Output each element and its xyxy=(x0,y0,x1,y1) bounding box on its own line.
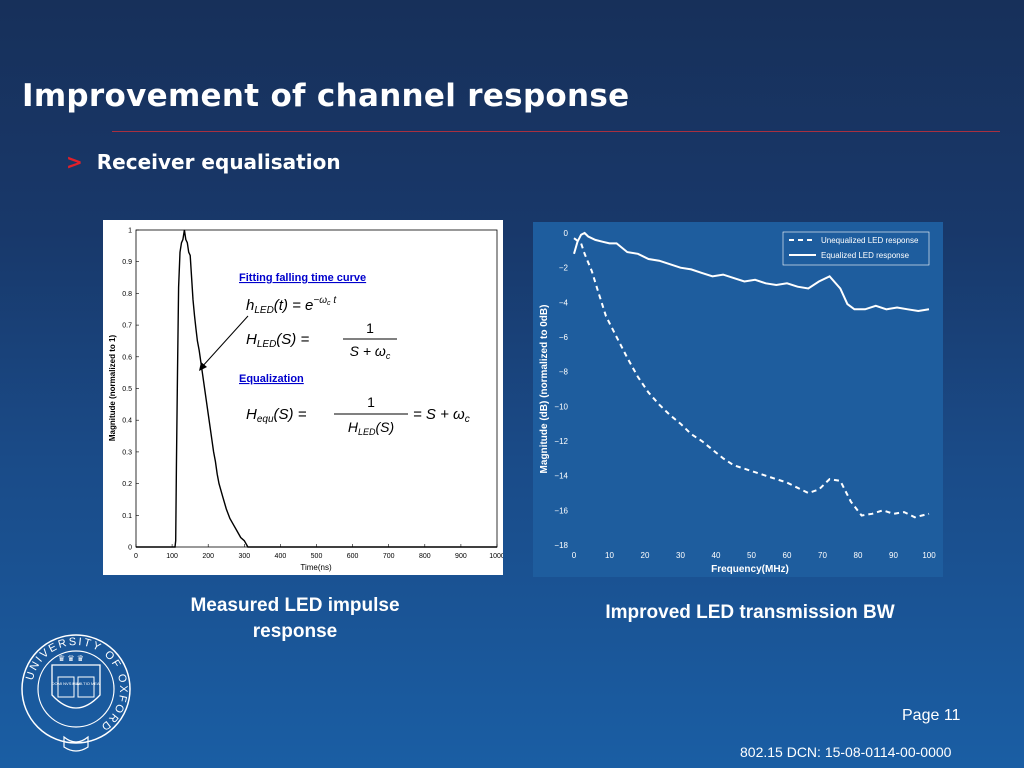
y-tick-label: 0.4 xyxy=(122,418,132,425)
oxford-crest: UNIVERSITY OF OXFORD ♛ ♛ ♛ DOMI NVS ILLV… xyxy=(21,634,131,752)
y-tick-label: 0.7 xyxy=(122,323,132,330)
x-tick-label: 0 xyxy=(134,553,138,560)
slide-title: Improvement of channel response xyxy=(22,78,630,114)
y-tick-label: −10 xyxy=(554,402,568,411)
frequency-response-chart: 0 10 20 30 40 50 60 70 80 90 100 0 −2 −4 −6 −8 −10 −12 −14… xyxy=(533,222,943,582)
x-axis-label: Frequency(MHz) xyxy=(711,564,789,575)
y-tick-label: −14 xyxy=(554,472,568,481)
x-tick-label: 100 xyxy=(166,553,178,560)
page-number: Page 11 xyxy=(902,707,961,724)
plot-area xyxy=(135,229,498,548)
y-tick-label: −18 xyxy=(554,541,568,550)
bullet-point: > Receiver equalisation xyxy=(66,150,341,174)
annotation-arrow-line xyxy=(200,315,249,369)
bullet-marker: > xyxy=(66,150,83,174)
legend: Unequalized LED response Equalized LED r… xyxy=(782,231,930,266)
y-tick-label: 0 xyxy=(564,229,569,238)
x-tick-label: 30 xyxy=(676,551,685,560)
y-tick-label: −8 xyxy=(559,368,569,377)
book-text-right: MINA TIO MEA xyxy=(72,681,100,686)
bullet-text: Receiver equalisation xyxy=(96,150,341,174)
y-tick-label: 0.8 xyxy=(122,291,132,298)
y-tick-label: 1 xyxy=(128,228,132,235)
y-tick-label: −4 xyxy=(559,298,569,307)
figure-background xyxy=(533,222,943,577)
caption-transmission-bw: Improved LED transmission BW xyxy=(605,602,895,623)
impulse-response-svg: 0 100 200 300 400 500 600 700 800 900 1000 0 0.1 0.2 0… xyxy=(103,220,505,575)
x-axis-label: Time(ns) xyxy=(300,563,332,572)
university-logo: UNIVERSITY OF OXFORD ♛ ♛ ♛ DOMI NVS ILLV… xyxy=(20,625,132,760)
equation-H-equ-numerator: 1 xyxy=(367,394,375,410)
x-tick-label: 0 xyxy=(572,551,577,560)
y-tick-label: 0.5 xyxy=(122,386,132,393)
x-tick-label: 50 xyxy=(747,551,756,560)
impulse-response-line xyxy=(136,229,497,548)
x-tick-label: 70 xyxy=(818,551,827,560)
x-tick-label: 100 xyxy=(922,551,936,560)
equation-H-led-numerator: 1 xyxy=(366,320,374,336)
y-tick-label: 0.1 xyxy=(122,513,132,520)
legend-label-equalized: Equalized LED response xyxy=(821,251,910,260)
x-tick-label: 600 xyxy=(347,553,359,560)
x-tick-label: 90 xyxy=(889,551,898,560)
equation-H-led-denominator: S + ωc xyxy=(350,343,391,361)
legend-box xyxy=(782,231,930,266)
x-tick-label: 200 xyxy=(202,553,214,560)
x-tick-label: 700 xyxy=(383,553,395,560)
x-tick-label: 1000 xyxy=(489,553,503,560)
equation-H-equ-result: = S + ωc xyxy=(413,406,470,425)
y-tick-label: −16 xyxy=(554,506,568,515)
fit-heading-annotation: Fitting falling time curve xyxy=(239,272,366,284)
caption-line-1: Measured LED impulse xyxy=(190,595,400,616)
unequalized-response-line xyxy=(573,237,930,519)
footer-document-id: 802.15 DCN: 15-08-0114-00-0000 xyxy=(740,744,952,760)
frequency-response-svg: 0 10 20 30 40 50 60 70 80 90 100 0 −2 −4 −6 −8 −10 −12 −14… xyxy=(533,222,943,577)
y-tick-label: −2 xyxy=(559,264,569,273)
y-tick-label: −6 xyxy=(559,333,569,342)
x-tick-label: 500 xyxy=(311,553,323,560)
x-tick-label: 60 xyxy=(783,551,792,560)
x-tick-label: 900 xyxy=(455,553,467,560)
y-tick-label: 0.6 xyxy=(122,354,132,361)
y-axis-label: Magnitude (dB) (normalized to 0dB) xyxy=(539,305,550,474)
title-divider xyxy=(112,131,1000,132)
annotation-arrow-head xyxy=(199,362,207,371)
book-text-left: DOMI NVS ILLV xyxy=(52,681,81,686)
equalization-heading-annotation: Equalization xyxy=(239,373,304,385)
logo-inner-ring xyxy=(37,650,115,728)
book-right-page xyxy=(77,676,95,698)
y-tick-label: 0 xyxy=(128,545,132,552)
caption-impulse-response: Measured LED impulse response xyxy=(150,593,440,645)
x-tick-label: 40 xyxy=(712,551,721,560)
y-tick-label: 0.3 xyxy=(122,449,132,456)
x-tick-label: 10 xyxy=(605,551,614,560)
logo-outer-ring xyxy=(21,634,131,744)
equation-H-led: HLED(S) = xyxy=(246,331,309,350)
x-tick-label: 80 xyxy=(854,551,863,560)
equation-H-equ: Hequ(S) = xyxy=(246,406,307,425)
logo-shield xyxy=(51,664,101,709)
y-axis-label: Magnitude (normalized to 1) xyxy=(108,335,117,442)
impulse-response-chart: 0 100 200 300 400 500 600 700 800 900 1000 0 0.1 0.2 0… xyxy=(103,220,505,580)
x-tick-label: 20 xyxy=(641,551,650,560)
x-tick-label: 800 xyxy=(419,553,431,560)
y-tick-label: −12 xyxy=(554,437,568,446)
y-tick-label: 0.9 xyxy=(122,259,132,266)
equalized-response-line xyxy=(573,231,930,313)
x-tick-label: 400 xyxy=(275,553,287,560)
crown-icon: ♛ ♛ ♛ xyxy=(58,654,84,663)
book-left-page xyxy=(57,676,75,698)
y-tick-label: 0.2 xyxy=(122,481,132,488)
x-tick-label: 300 xyxy=(238,553,250,560)
logo-base-emblem xyxy=(63,735,89,752)
legend-label-unequalized: Unequalized LED response xyxy=(821,236,919,245)
caption-line-2: response xyxy=(252,621,338,642)
